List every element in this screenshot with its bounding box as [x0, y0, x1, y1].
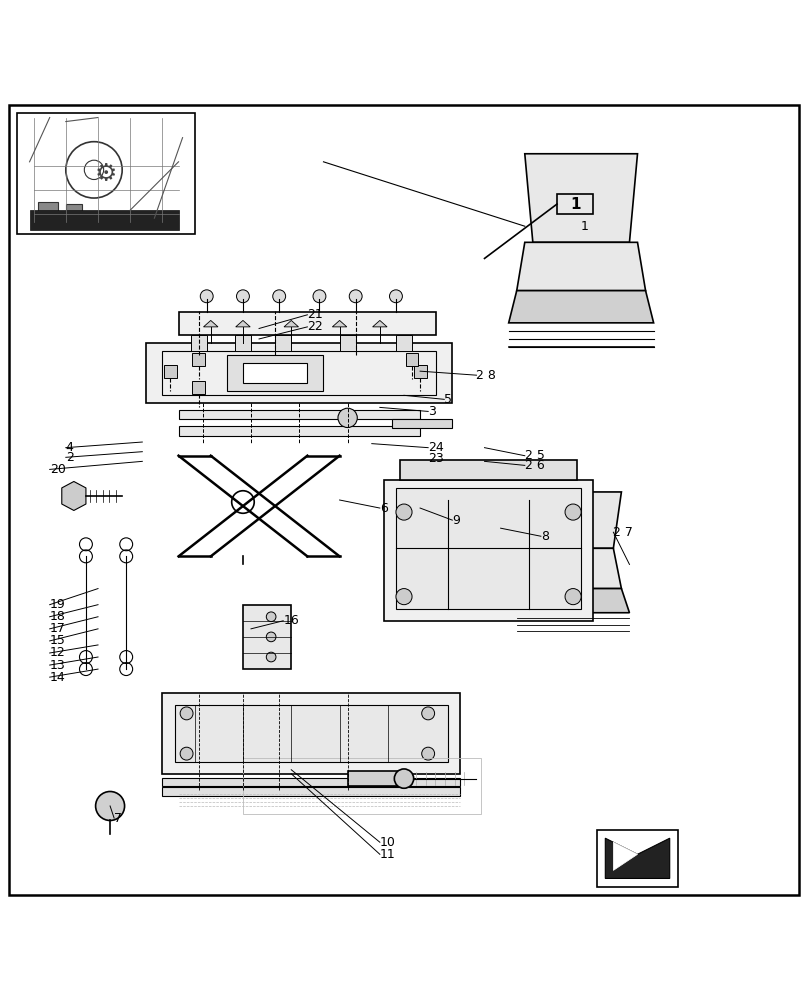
Bar: [406, 353, 419, 366]
Polygon shape: [284, 320, 298, 327]
Polygon shape: [236, 320, 250, 327]
Bar: [164, 365, 177, 378]
Text: 24: 24: [428, 441, 444, 454]
Text: 1: 1: [570, 197, 580, 212]
Bar: [162, 693, 461, 774]
Bar: [243, 605, 291, 669]
Bar: [235, 335, 251, 351]
Polygon shape: [372, 320, 387, 327]
Bar: [65, 204, 82, 222]
Text: 20: 20: [50, 463, 65, 476]
Text: 16: 16: [284, 614, 299, 627]
Polygon shape: [524, 154, 638, 242]
Bar: [243, 363, 307, 383]
Text: 18: 18: [50, 610, 65, 623]
Text: 5: 5: [444, 393, 452, 406]
Circle shape: [565, 504, 581, 520]
Circle shape: [396, 589, 412, 605]
Bar: [179, 426, 420, 436]
Polygon shape: [392, 419, 452, 428]
Polygon shape: [517, 242, 646, 291]
Text: 13: 13: [50, 659, 65, 672]
Bar: [175, 705, 448, 762]
Circle shape: [180, 707, 193, 720]
Bar: [191, 335, 207, 351]
Bar: [396, 488, 581, 609]
Circle shape: [180, 747, 193, 760]
Bar: [597, 830, 678, 887]
Polygon shape: [524, 548, 621, 589]
Bar: [396, 335, 412, 351]
Bar: [162, 778, 461, 786]
Circle shape: [313, 290, 326, 303]
Bar: [192, 353, 205, 366]
Bar: [146, 343, 452, 403]
Polygon shape: [613, 842, 638, 870]
Polygon shape: [605, 838, 670, 878]
Bar: [179, 410, 420, 419]
Bar: [414, 365, 427, 378]
Bar: [162, 351, 436, 395]
Polygon shape: [400, 460, 577, 480]
Text: 11: 11: [380, 848, 396, 861]
Polygon shape: [30, 210, 179, 230]
Text: 8: 8: [541, 530, 549, 543]
Bar: [557, 194, 593, 214]
Text: 12: 12: [50, 646, 65, 659]
Circle shape: [232, 491, 255, 513]
Bar: [339, 335, 356, 351]
Circle shape: [565, 589, 581, 605]
Text: 6: 6: [380, 502, 388, 515]
Text: 9: 9: [452, 514, 461, 527]
Polygon shape: [509, 291, 654, 323]
Bar: [384, 480, 593, 621]
Bar: [18, 113, 195, 234]
Text: 2: 2: [65, 451, 74, 464]
Circle shape: [396, 504, 412, 520]
Circle shape: [389, 290, 402, 303]
Text: 14: 14: [50, 671, 65, 684]
Circle shape: [422, 747, 435, 760]
Polygon shape: [61, 481, 86, 510]
Text: 7: 7: [114, 812, 122, 825]
Text: 23: 23: [428, 452, 444, 465]
Text: 3: 3: [428, 405, 436, 418]
Bar: [276, 335, 291, 351]
Text: 10: 10: [380, 836, 396, 849]
Text: 2 7: 2 7: [613, 526, 633, 539]
Bar: [162, 787, 461, 796]
Text: 2 6: 2 6: [524, 459, 545, 472]
Polygon shape: [532, 492, 621, 548]
Circle shape: [95, 791, 124, 820]
Text: 15: 15: [50, 634, 65, 647]
Bar: [347, 771, 404, 786]
Circle shape: [200, 290, 213, 303]
Circle shape: [338, 408, 357, 428]
Text: 19: 19: [50, 598, 65, 611]
Polygon shape: [517, 589, 629, 613]
Circle shape: [267, 632, 276, 642]
Polygon shape: [332, 320, 347, 327]
Text: 22: 22: [307, 320, 323, 333]
Bar: [179, 312, 436, 335]
Text: 21: 21: [307, 308, 323, 321]
Polygon shape: [204, 320, 218, 327]
Text: 4: 4: [65, 441, 74, 454]
Circle shape: [267, 612, 276, 622]
Bar: [38, 202, 57, 222]
Text: 1: 1: [581, 220, 589, 233]
Circle shape: [349, 290, 362, 303]
Text: 2 8: 2 8: [477, 369, 496, 382]
Bar: [243, 758, 482, 814]
Circle shape: [273, 290, 286, 303]
Bar: [227, 355, 323, 391]
Circle shape: [394, 769, 414, 788]
Circle shape: [422, 707, 435, 720]
Bar: [192, 381, 205, 394]
Circle shape: [267, 652, 276, 662]
Text: 2 5: 2 5: [524, 449, 545, 462]
Text: ⚙: ⚙: [95, 162, 117, 186]
Circle shape: [237, 290, 250, 303]
Text: 17: 17: [50, 622, 65, 635]
